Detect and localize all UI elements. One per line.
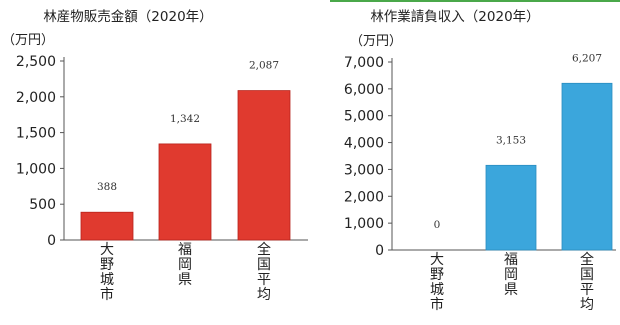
category-label: 全国平均 bbox=[580, 251, 594, 313]
y-tick-label: 1,000 bbox=[344, 216, 384, 232]
y-tick-label: 1,000 bbox=[16, 161, 56, 177]
y-tick-label: 2,000 bbox=[16, 90, 56, 106]
category-label: 全国平均 bbox=[257, 241, 271, 303]
y-tick-label: 4,000 bbox=[344, 136, 384, 152]
y-tick-label: 5,000 bbox=[344, 109, 384, 125]
data-label: 6,207 bbox=[572, 52, 602, 64]
bar bbox=[485, 164, 537, 251]
bar bbox=[158, 143, 212, 241]
bar bbox=[80, 211, 134, 241]
y-tick-label: 1,500 bbox=[16, 126, 56, 142]
category-label: 福岡県 bbox=[178, 242, 192, 288]
y-tick-label: 2,000 bbox=[344, 189, 384, 205]
chart-forestry-contract-income: 林作業請負収入（2020年） （万円） 0 1,000 2,000 3,000 4,00… bbox=[344, 9, 616, 313]
chart-forest-product-sales: 林産物販売金額（2020年） （万円） 0 500 1,000 1,500 2,000 2… bbox=[2, 9, 308, 303]
category-label: 大野城市 bbox=[100, 242, 114, 303]
data-label: 3,153 bbox=[496, 134, 526, 146]
unit-label: （万円） bbox=[350, 34, 402, 49]
y-tick-label: 500 bbox=[29, 197, 56, 213]
unit-label: （万円） bbox=[2, 33, 54, 48]
y-tick-label: 6,000 bbox=[344, 82, 384, 98]
data-label: 2,087 bbox=[249, 60, 279, 72]
bar bbox=[561, 82, 613, 251]
y-tick-label: 2,500 bbox=[16, 54, 56, 70]
y-tick-label: 0 bbox=[375, 243, 384, 259]
data-label: 388 bbox=[97, 181, 117, 193]
y-tick-label: 7,000 bbox=[344, 55, 384, 71]
chart-title: 林作業請負収入（2020年） bbox=[370, 9, 539, 25]
chart-title: 林産物販売金額（2020年） bbox=[43, 9, 212, 25]
category-label: 福岡県 bbox=[504, 252, 518, 298]
data-label: 0 bbox=[434, 219, 441, 231]
category-label: 大野城市 bbox=[430, 252, 444, 313]
data-label: 1,342 bbox=[170, 113, 200, 125]
bar bbox=[237, 90, 291, 241]
y-tick-label: 0 bbox=[47, 233, 56, 249]
y-tick-label: 3,000 bbox=[344, 162, 384, 178]
